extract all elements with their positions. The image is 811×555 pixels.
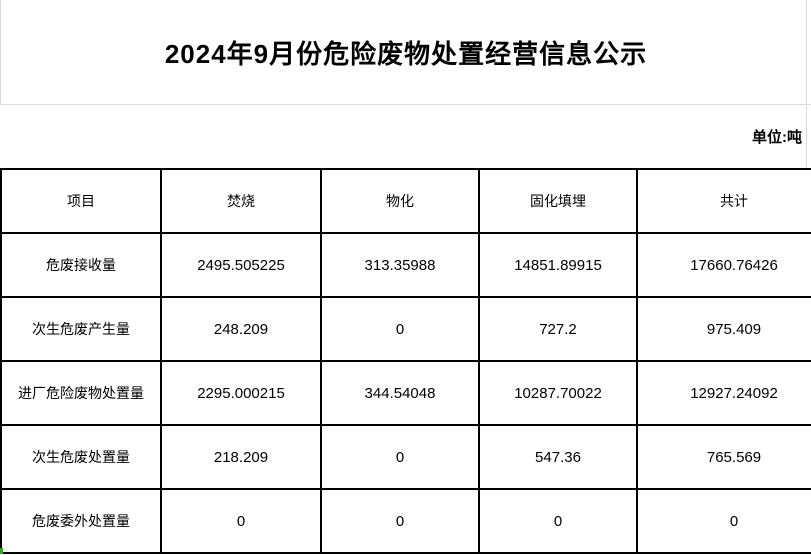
- row-label: 进厂危险废物处置量: [0, 360, 162, 426]
- table-row: 危废委外处置量 0 0 0 0: [0, 488, 811, 554]
- header-total: 共计: [636, 168, 811, 234]
- cell-value: 2495.505225: [160, 232, 322, 298]
- header-physicochemical: 物化: [320, 168, 480, 234]
- header-solidification-landfill: 固化填埋: [478, 168, 638, 234]
- cell-value: 218.209: [160, 424, 322, 490]
- cell-value: 547.36: [478, 424, 638, 490]
- cell-value: 975.409: [636, 296, 811, 362]
- cell-value: 10287.70022: [478, 360, 638, 426]
- table-row: 次生危废处置量 218.209 0 547.36 765.569: [0, 424, 811, 490]
- unit-band: 单位:吨: [0, 105, 806, 168]
- table-row: 次生危废产生量 248.209 0 727.2 975.409: [0, 296, 811, 362]
- header-incineration: 焚烧: [160, 168, 322, 234]
- cell-value: 344.54048: [320, 360, 480, 426]
- unit-label: 单位:吨: [752, 129, 802, 146]
- table-header-row: 项目 焚烧 物化 固化填埋 共计: [0, 168, 811, 234]
- cell-value: 17660.76426: [636, 232, 811, 298]
- cell-value: 14851.89915: [478, 232, 638, 298]
- cell-value: 0: [636, 488, 811, 554]
- cell-value: 0: [478, 488, 638, 554]
- page-title: 2024年9月份危险废物处置经营信息公示: [164, 38, 648, 69]
- column-gridline: [806, 0, 807, 168]
- cell-value: 0: [160, 488, 322, 554]
- header-item: 项目: [0, 168, 162, 234]
- row-label: 危废委外处置量: [0, 488, 162, 554]
- table-row: 危废接收量 2495.505225 313.35988 14851.89915 …: [0, 232, 811, 298]
- cell-value: 0: [320, 296, 480, 362]
- cell-value: 248.209: [160, 296, 322, 362]
- cell-value: 2295.000215: [160, 360, 322, 426]
- cell-value: 765.569: [636, 424, 811, 490]
- cell-value: 12927.24092: [636, 360, 811, 426]
- cell-value: 727.2: [478, 296, 638, 362]
- table-row: 进厂危险废物处置量 2295.000215 344.54048 10287.70…: [0, 360, 811, 426]
- selection-artifact: [0, 548, 3, 554]
- waste-data-table: 项目 焚烧 物化 固化填埋 共计 危废接收量 2495.505225 313.3…: [0, 168, 811, 554]
- row-label: 危废接收量: [0, 232, 162, 298]
- row-label: 次生危废处置量: [0, 424, 162, 490]
- title-band: 2024年9月份危险废物处置经营信息公示: [0, 0, 811, 105]
- cell-value: 313.35988: [320, 232, 480, 298]
- row-label: 次生危废产生量: [0, 296, 162, 362]
- cell-value: 0: [320, 488, 480, 554]
- cell-value: 0: [320, 424, 480, 490]
